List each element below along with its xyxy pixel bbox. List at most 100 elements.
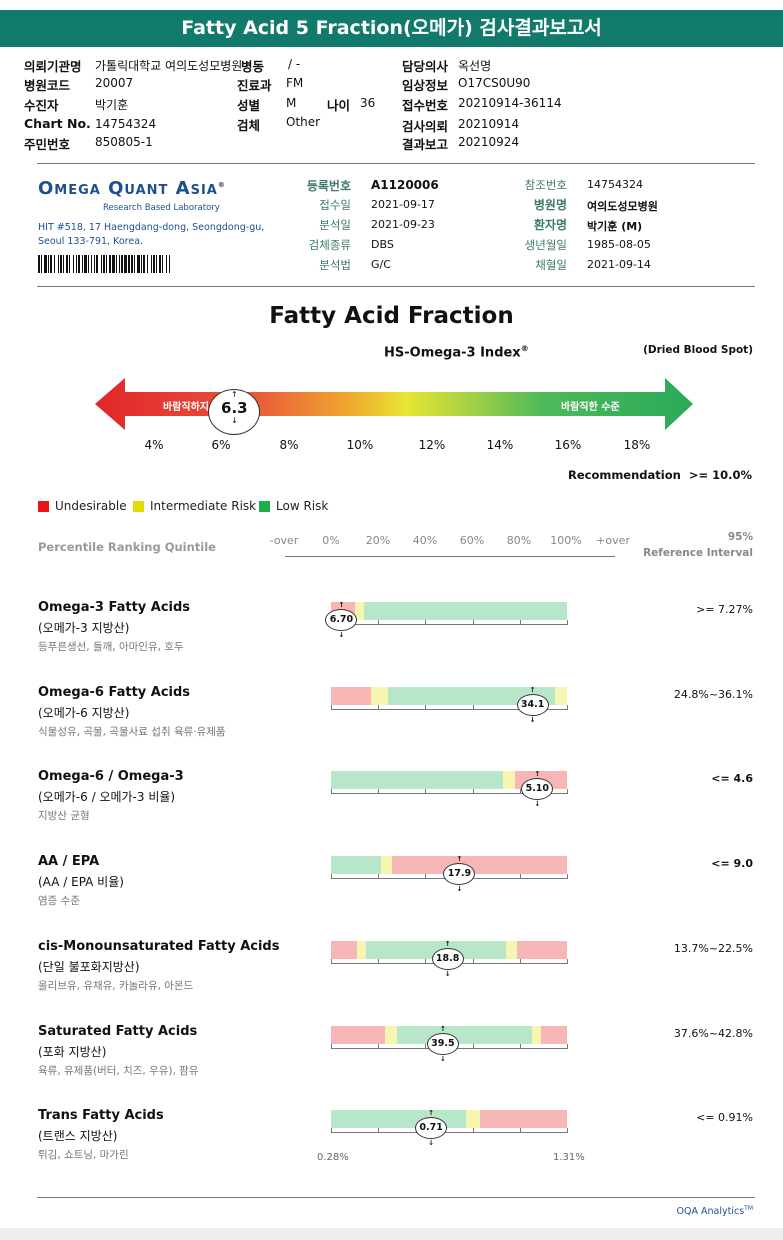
- registered-mark: ®: [217, 181, 226, 189]
- row-description: 등푸른생선, 들깨, 아마인유, 호두: [38, 641, 184, 653]
- doctor-label: 담당의사: [402, 59, 449, 74]
- row-subtitle: (오메가-6 지방산): [38, 705, 130, 720]
- institution-value: 가톨릭대학교 여의도성모병원: [95, 59, 243, 73]
- row-subtitle: (포화 지방산): [38, 1044, 107, 1059]
- lab-tagline: Research Based Laboratory: [103, 203, 220, 213]
- axis-tick: [331, 1043, 332, 1049]
- clinical-value: O17CS0U90: [458, 76, 531, 90]
- percentile-tick-label: 0%: [322, 534, 340, 547]
- axis-tick: [425, 958, 427, 964]
- ward-value: / -: [288, 57, 301, 71]
- legend-swatch: [133, 501, 144, 512]
- up-arrow-icon: ↑: [456, 855, 463, 864]
- row-title: AA / EPA: [38, 854, 100, 870]
- received-value: 2021-09-17: [371, 198, 435, 211]
- legend-label: Low Risk: [276, 499, 329, 513]
- hospital-name-label: 병원명: [533, 198, 567, 212]
- result-bar: [331, 1110, 567, 1129]
- dept-label: 진료과: [237, 78, 272, 93]
- bar-segment-red: [517, 940, 567, 959]
- axis-tick: [331, 704, 332, 710]
- analyzed-value: 2021-09-23: [371, 218, 435, 231]
- up-arrow-icon: ↑: [444, 939, 451, 948]
- row-description: 염증 수준: [38, 895, 80, 908]
- percentile-label: Percentile Ranking Quintile: [38, 540, 216, 554]
- axis-tick: [378, 789, 380, 795]
- row-title: Saturated Fatty Acids: [38, 1023, 198, 1039]
- row-title: Omega-6 / Omega-3: [38, 769, 184, 785]
- axis-tick: [378, 958, 380, 964]
- risk-legend: Undesirable Intermediate Risk Low Risk: [38, 499, 438, 515]
- index-tick-label: 16%: [554, 438, 582, 452]
- age-label: 나이: [327, 98, 351, 113]
- index-subtitle: HS-Omega-3 Index®: [384, 344, 529, 360]
- axis-tick: [472, 704, 474, 710]
- chart-value: 14754324: [95, 117, 157, 131]
- footer-brand: OQA AnalyticsTM: [660, 1205, 753, 1217]
- row-axis: [331, 708, 567, 710]
- bar-segment-yel: [531, 1025, 542, 1044]
- row-description: 육류, 유제품(버터, 치즈, 우유), 팜유: [38, 1064, 199, 1077]
- lab-name: Omega Quant Asia: [38, 178, 218, 199]
- patient-name-label: 환자명: [533, 218, 567, 232]
- percentile-axis: [285, 556, 615, 557]
- axis-tick: [472, 620, 474, 625]
- bar-segment-yel: [380, 856, 393, 875]
- recommendation: Recommendation >= 10.0%: [567, 468, 752, 482]
- reference-interval: 13.7%~22.5%: [673, 941, 753, 955]
- result-value: 6.70: [329, 614, 354, 625]
- specimen-label: 검체: [237, 118, 261, 133]
- row-title: cis-Monounsaturated Fatty Acids: [38, 938, 280, 954]
- ref-no-value: 14754324: [587, 178, 643, 191]
- scale-max: 1.31%: [553, 1152, 585, 1163]
- axis-tick: [519, 789, 521, 795]
- bar-segment-red: [331, 1025, 386, 1044]
- lab-logo: Omega Quant Asia®: [38, 178, 226, 199]
- lab-address-2: Seoul 133-791, Korea.: [38, 236, 144, 247]
- row-description: 식물성유, 곡물, 곡물사료 섭취 육류·유제품: [38, 725, 226, 738]
- result-bar: [331, 602, 567, 620]
- bar-segment-yel: [356, 940, 367, 959]
- reference-interval: >= 7.27%: [696, 603, 753, 616]
- axis-tick: [378, 1128, 380, 1134]
- percentile-tick-label: +over: [596, 534, 630, 547]
- up-arrow-icon: ↑: [529, 685, 536, 694]
- up-arrow-icon: ↑: [534, 770, 541, 779]
- specimen-type-label: 검체종류: [308, 238, 351, 252]
- result-value-marker: ↑ 18.8 ↓: [431, 940, 464, 978]
- result-bar: [331, 771, 567, 790]
- row-description: 지방산 균형: [38, 810, 90, 823]
- row-subtitle: (오메가-6 / 오메가-3 비율): [38, 790, 176, 805]
- axis-tick: [519, 1043, 521, 1049]
- axis-tick: [567, 789, 568, 795]
- bar-segment-yel: [505, 940, 518, 959]
- analyzed-label: 분석일: [319, 218, 351, 232]
- axis-tick: [378, 874, 380, 880]
- bar-segment-yel: [385, 1025, 398, 1044]
- bar-segment-red: [479, 1110, 567, 1129]
- result-bar: [331, 940, 567, 959]
- down-arrow-icon: ↓: [338, 631, 345, 639]
- row-subtitle: (AA / EPA 비율): [38, 875, 124, 890]
- index-tick-label: 18%: [623, 438, 651, 452]
- axis-tick: [425, 620, 427, 625]
- result-value: 5.10: [525, 783, 550, 795]
- index-tick-label: 10%: [346, 438, 374, 452]
- up-arrow-icon: ↑: [439, 1024, 446, 1033]
- axis-tick: [567, 874, 568, 880]
- patient-value: 박기훈: [95, 98, 129, 112]
- row-subtitle: (트랜스 지방산): [38, 1129, 118, 1144]
- section-title: Fatty Acid Fraction: [269, 303, 514, 329]
- reference-interval: <= 0.91%: [696, 1111, 753, 1125]
- row-axis: [331, 624, 567, 625]
- method-value: G/C: [371, 258, 391, 271]
- axis-tick: [331, 789, 332, 795]
- row-title: Omega-6 Fatty Acids: [38, 684, 191, 700]
- axis-tick: [519, 958, 521, 964]
- bar-segment-yel: [465, 1110, 480, 1129]
- rrn-value: 850805-1: [95, 135, 153, 149]
- down-arrow-icon: ↓: [428, 1139, 435, 1148]
- bar-segment-yel: [555, 686, 567, 705]
- axis-tick: [567, 620, 568, 625]
- bar-segment-yel: [354, 602, 365, 620]
